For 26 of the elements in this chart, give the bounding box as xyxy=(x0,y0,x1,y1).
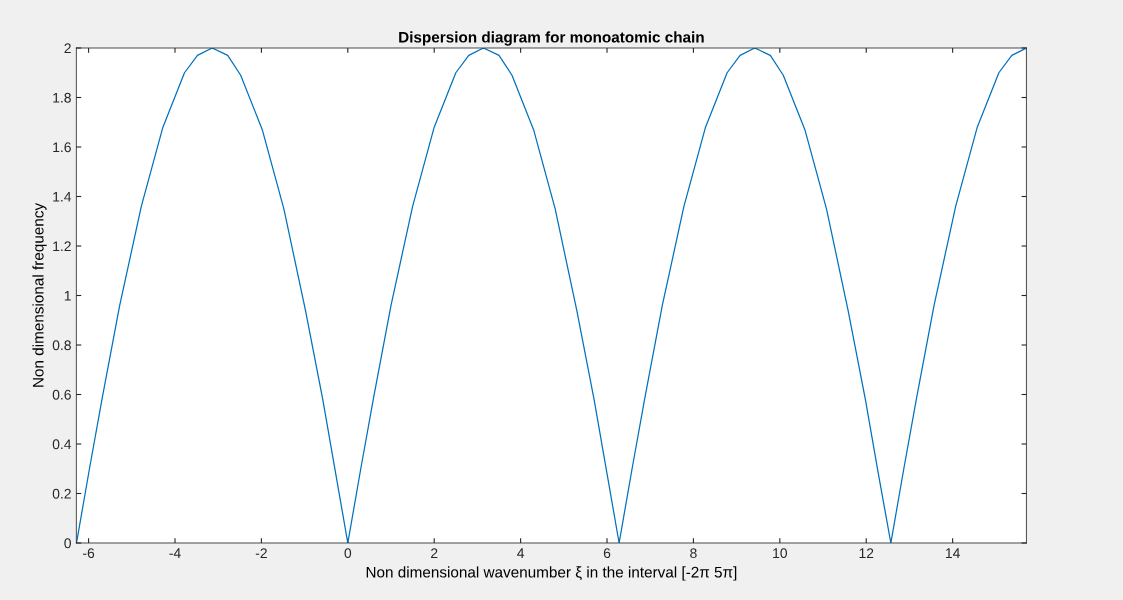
x-tick-label: -2 xyxy=(255,548,267,558)
y-tick-label: 2 xyxy=(64,43,71,54)
x-tick-label: 12 xyxy=(859,548,874,558)
y-tick-label: 1.4 xyxy=(53,191,72,202)
x-axis-title: Non dimensional wavenumber ξ in the interval [-2π 5π] xyxy=(366,566,737,581)
y-tick-label: 0 xyxy=(64,538,71,549)
x-tick-label: -4 xyxy=(169,548,181,558)
x-tick-label: -6 xyxy=(83,548,95,559)
y-tick-label: 0.2 xyxy=(52,488,71,499)
y-tick-label: 1 xyxy=(64,290,71,301)
x-tick-label: 0 xyxy=(344,548,352,559)
x-tick-label: 14 xyxy=(945,548,960,558)
y-tick-label: 0.6 xyxy=(52,389,71,400)
y-tick-label: 1.6 xyxy=(53,142,71,153)
y-axis-title: Non dimensional frequency xyxy=(32,202,47,387)
x-tick-label: 2 xyxy=(431,548,438,558)
y-tick-label: 1.8 xyxy=(53,92,71,103)
y-tick-label: 0.8 xyxy=(52,340,71,351)
x-tick-label: 8 xyxy=(690,548,697,559)
x-tick-label: 6 xyxy=(603,548,611,559)
y-tick-label: 0.4 xyxy=(52,439,72,450)
x-tick-label: 4 xyxy=(517,548,525,558)
y-tick-label: 1.2 xyxy=(53,241,71,252)
line-series xyxy=(76,48,1027,543)
x-tick-label: 10 xyxy=(773,548,788,559)
chart-title: Dispersion diagram for monoatomic chain xyxy=(399,31,704,46)
